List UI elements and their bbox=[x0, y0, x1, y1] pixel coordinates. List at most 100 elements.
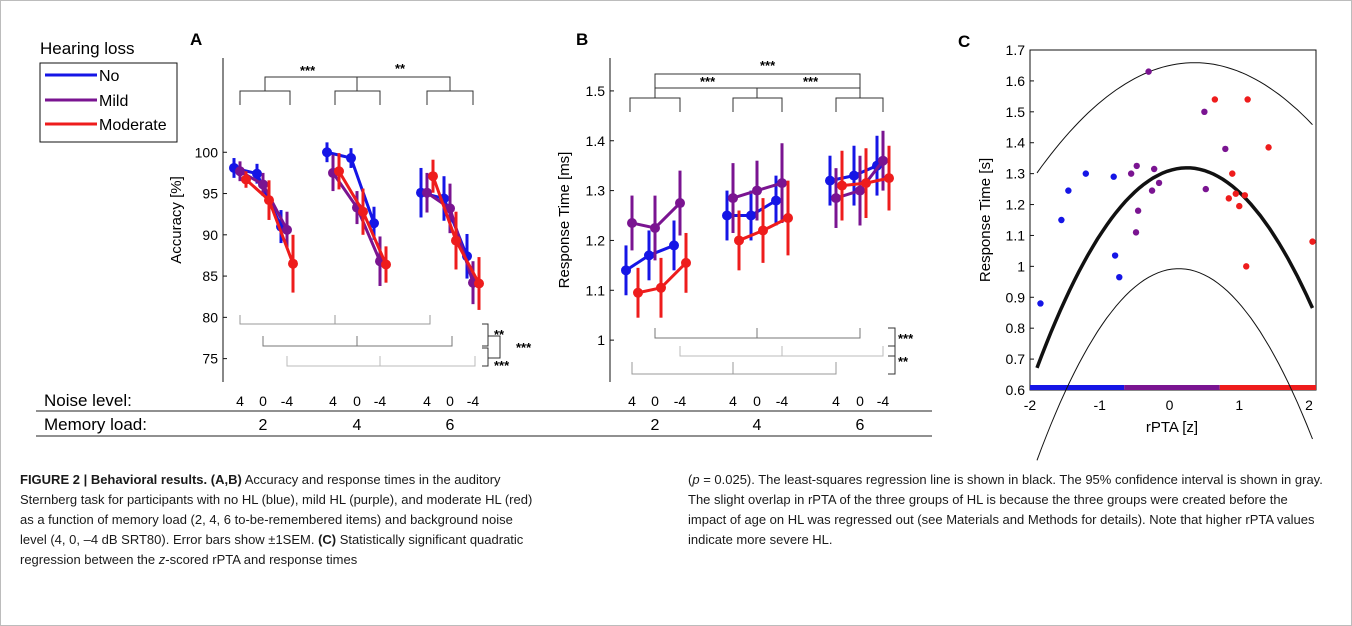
sig-marker: *** bbox=[898, 331, 914, 346]
sig-marker: *** bbox=[760, 58, 776, 73]
y-tick-label: 90 bbox=[202, 227, 218, 243]
legend-label-moderate: Moderate bbox=[99, 117, 167, 134]
panel-label-c: C bbox=[958, 32, 970, 51]
sig-marker: ** bbox=[898, 354, 909, 369]
panel-a-yticks: 75 80 85 90 95 100 bbox=[195, 144, 227, 367]
sig-marker: *** bbox=[803, 74, 819, 89]
scatter-point bbox=[1150, 165, 1158, 173]
bracket bbox=[732, 97, 783, 112]
scatter-point bbox=[1110, 173, 1117, 180]
figure-2: Hearing loss No Mild Moderate A B C Nois… bbox=[36, 30, 1317, 461]
data-point bbox=[358, 206, 368, 217]
caption-right: (p = 0.025). The least-squares regressio… bbox=[688, 470, 1328, 550]
caption-p: p bbox=[692, 472, 700, 487]
data-point bbox=[771, 195, 781, 206]
noise-tick-label: 4 bbox=[329, 393, 337, 409]
panel-b-ylabel: Response Time [ms] bbox=[556, 152, 573, 289]
data-point bbox=[252, 168, 262, 179]
data-point bbox=[422, 187, 432, 198]
panel-b-series bbox=[621, 130, 894, 318]
data-point bbox=[752, 185, 762, 196]
scatter-point bbox=[1155, 179, 1163, 187]
data-point bbox=[722, 210, 732, 221]
sig-marker: *** bbox=[700, 74, 716, 89]
data-point bbox=[451, 235, 461, 246]
legend: Hearing loss No Mild Moderate bbox=[39, 39, 178, 143]
data-point bbox=[258, 179, 268, 190]
group-bar-segment bbox=[1219, 385, 1316, 390]
data-point bbox=[675, 198, 685, 209]
data-point bbox=[381, 259, 391, 270]
y-tick-label: 1.5 bbox=[586, 83, 606, 99]
panel-a-series bbox=[229, 142, 484, 310]
bracket bbox=[654, 328, 861, 339]
caption-heading: FIGURE 2 | Behavioral results. bbox=[20, 472, 208, 487]
bracket bbox=[631, 362, 837, 375]
data-point bbox=[282, 224, 292, 235]
panel-label-b: B bbox=[576, 30, 588, 49]
data-point bbox=[758, 225, 768, 236]
bracket bbox=[482, 323, 489, 347]
memory-tick-label: 6 bbox=[446, 417, 455, 434]
y-tick-label: 1 bbox=[1017, 258, 1025, 274]
scatter-point bbox=[1132, 229, 1140, 236]
y-tick-label: 0.7 bbox=[1006, 351, 1026, 367]
y-tick-label: 1.2 bbox=[1006, 197, 1026, 213]
bracket bbox=[888, 327, 896, 357]
y-tick-label: 85 bbox=[202, 268, 218, 284]
panel-label-a: A bbox=[190, 30, 202, 49]
panel-c-group-bar bbox=[1030, 385, 1316, 390]
panel-b-xticks: 4 0 -424 0 -444 0 -46 bbox=[628, 393, 889, 434]
scatter-point bbox=[1244, 96, 1251, 103]
noise-tick-label: 0 bbox=[353, 393, 361, 409]
y-tick-label: 1.3 bbox=[1006, 166, 1026, 182]
data-point bbox=[621, 265, 631, 276]
scatter-point bbox=[1222, 145, 1229, 153]
y-tick-label: 1.1 bbox=[1006, 227, 1026, 243]
panel-b-yticks: 1 1.1 1.2 1.3 1.4 1.5 bbox=[586, 83, 614, 348]
data-point bbox=[884, 173, 894, 184]
data-point bbox=[669, 240, 679, 251]
data-point bbox=[878, 155, 888, 166]
scatter-point bbox=[1236, 202, 1243, 210]
bracket bbox=[835, 97, 884, 112]
x-tick-label: -2 bbox=[1024, 397, 1037, 413]
regression-curve bbox=[1035, 166, 1315, 369]
scatter-point bbox=[1211, 96, 1219, 103]
panel-c-xticks: -2 -1 0 1 2 bbox=[1024, 386, 1313, 413]
ci-lower-curve bbox=[1036, 268, 1313, 461]
scatter-point bbox=[1145, 68, 1152, 75]
y-tick-label: 1.6 bbox=[1006, 73, 1026, 89]
data-point bbox=[369, 218, 379, 229]
scatter-point bbox=[1116, 273, 1123, 281]
data-point bbox=[656, 282, 666, 293]
scatter-point bbox=[1243, 263, 1250, 270]
data-point bbox=[241, 174, 251, 185]
y-tick-label: 1.1 bbox=[586, 282, 606, 298]
data-point bbox=[627, 217, 637, 228]
data-point bbox=[777, 178, 787, 189]
bracket bbox=[239, 315, 431, 325]
caption-open-paren: ( bbox=[688, 472, 693, 487]
data-point bbox=[322, 147, 332, 158]
scatter-point bbox=[1134, 207, 1142, 214]
caption-label-ab: (A,B) bbox=[210, 472, 242, 487]
data-point bbox=[734, 235, 744, 246]
bracket bbox=[239, 90, 291, 105]
data-point bbox=[264, 195, 274, 206]
scatter-point bbox=[1225, 195, 1233, 202]
data-point bbox=[746, 210, 756, 221]
data-point bbox=[288, 258, 298, 269]
x-tick-label: 2 bbox=[1305, 397, 1313, 413]
panel-c-xlabel: rPTA [z] bbox=[1146, 419, 1198, 436]
noise-tick-label: -4 bbox=[374, 393, 387, 409]
y-tick-label: 0.6 bbox=[1006, 382, 1026, 398]
data-point bbox=[644, 250, 654, 261]
data-point bbox=[783, 213, 793, 224]
noise-tick-label: 0 bbox=[651, 393, 659, 409]
sig-marker: *** bbox=[516, 340, 532, 355]
y-tick-label: 80 bbox=[202, 309, 218, 325]
y-tick-label: 0.8 bbox=[1006, 320, 1026, 336]
noise-tick-label: -4 bbox=[467, 393, 480, 409]
